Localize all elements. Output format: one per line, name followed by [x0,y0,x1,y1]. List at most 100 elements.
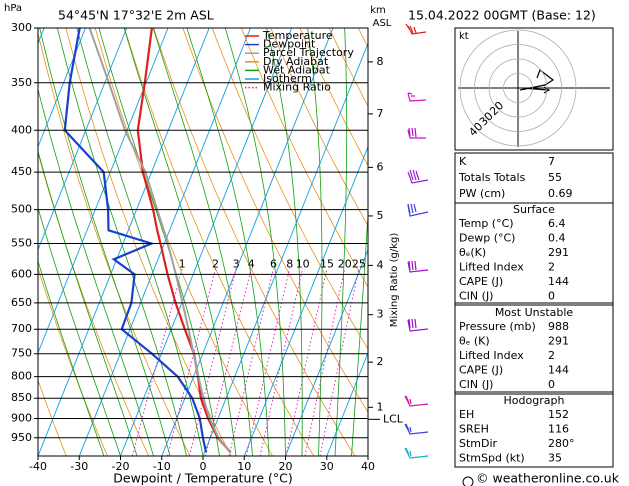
x-tick-label: 10 [237,460,251,473]
dry-adiabat [38,31,191,456]
table-value: 116 [548,423,569,436]
isotherm [243,145,368,456]
x-tick-label: -40 [29,460,47,473]
legend-label: Parcel Trajectory [263,46,354,59]
height-tick-label: 7 [377,107,384,120]
isotherm [78,28,251,456]
isotherm [285,248,368,456]
legend-label: Mixing Ratio [263,81,331,94]
table-header: Most Unstable [495,306,574,319]
mixing-ratio-value: 25 [352,257,366,270]
y-tick-label: 600 [11,267,32,280]
y-tick-label: 800 [11,370,32,383]
table-label: θₑ (K) [459,335,490,348]
hodograph-ring [488,58,548,118]
wind-barb [404,447,429,459]
x-tick-label: -30 [70,460,88,473]
mixing-ratio-value: 1 [179,257,186,270]
x-axis-label: Dewpoint / Temperature (°C) [113,471,292,486]
mixing-ratio-line [259,268,304,456]
table-value: 144 [548,364,569,377]
dry-adiabat [38,151,150,456]
wet-adiabat [266,28,303,456]
mixing-ratio-line [245,268,291,456]
mixing-ratio-value: 10 [296,257,310,270]
footer-icon [462,476,474,486]
wet-adiabat [38,259,105,456]
y-unit: hPa [4,3,22,14]
y-tick-label: 700 [11,322,32,335]
table-value: 35 [548,452,562,465]
mixing-ratio-line [228,268,274,456]
table-value: 55 [548,171,562,184]
wet-adiabat [56,28,187,456]
y-tick-label: 550 [11,236,32,249]
isotherm [38,28,128,251]
wind-barb [404,423,429,435]
hodograph-ring [503,73,533,103]
wind-barb [405,23,427,35]
table-value: 0 [548,378,555,391]
chart-date: 15.04.2022 00GMT (Base: 12) [408,8,596,23]
x-tick-label: -10 [153,460,171,473]
wet-adiabat [152,28,253,456]
wet-adiabat [186,28,270,456]
chart-title: 54°45'N 17°32'E 2m ASL [58,8,214,23]
wet-adiabat [334,28,348,456]
wet-adiabat [351,207,368,456]
wind-barb [407,260,429,273]
table-label: CIN (J) [459,290,493,303]
table-label: Temp (°C) [458,217,514,230]
legend-label: Dewpoint [263,38,316,51]
hodograph-ring [474,44,562,132]
mixing-ratio-line [131,268,183,456]
wind-barb [404,395,429,407]
dry-adiabat [38,378,67,456]
mixing-ratio-label: Mixing Ratio (g/kg) [389,233,400,328]
dry-adiabat [410,16,629,456]
footer-circle [462,476,474,486]
hodograph-ring [459,29,577,147]
wet-adiabat [98,28,220,456]
table-value: 291 [548,335,569,348]
y-tick-label: 500 [11,203,32,216]
dry-adiabat [584,16,629,456]
mixing-ratio-value: 15 [320,257,334,270]
mixing-ratio-line [205,268,252,456]
y-tick-label: 400 [11,123,32,136]
hodograph-unit: kt [459,31,469,42]
hodograph-axes [458,31,610,147]
y-tick-label: 300 [11,21,32,34]
table-value: 988 [548,320,569,333]
hodograph-frame [454,27,614,151]
wet-adiabat [39,28,171,456]
lcl-label: LCL [383,412,404,425]
wind-barb [407,92,427,102]
mixing-ratio-value: 4 [248,257,255,270]
wet-adiabat [38,87,154,456]
height-tick-label: 6 [377,160,384,173]
legend-label: Wet Adiabat [263,63,331,76]
dry-adiabat [613,16,629,456]
table-label: StmSpd (kt) [459,452,525,465]
x-tick-label: -20 [112,460,130,473]
table-label: PW (cm) [459,187,505,200]
table-value: 7 [548,155,555,168]
y-tick-label: 950 [11,431,32,444]
table-label: CAPE (J) [459,275,503,288]
table-label: θₑ(K) [459,246,486,259]
hodograph-trace [519,69,555,94]
x-tick-label: 0 [200,460,207,473]
table-header: Hodograph [504,394,565,407]
plot-area [38,16,629,456]
dry-adiabat [153,28,356,456]
table-label: Totals Totals [458,171,526,184]
wind-barb [407,203,429,217]
mixing-ratio-value: 20 [338,257,352,270]
y-tick-label: 750 [11,347,32,360]
hodograph-stats-frame [454,393,614,468]
dry-adiabat [182,28,368,413]
legend-label: Dry Adiabat [263,55,329,68]
height-tick-label: 8 [377,55,384,68]
mixing-ratio-line [167,268,216,456]
